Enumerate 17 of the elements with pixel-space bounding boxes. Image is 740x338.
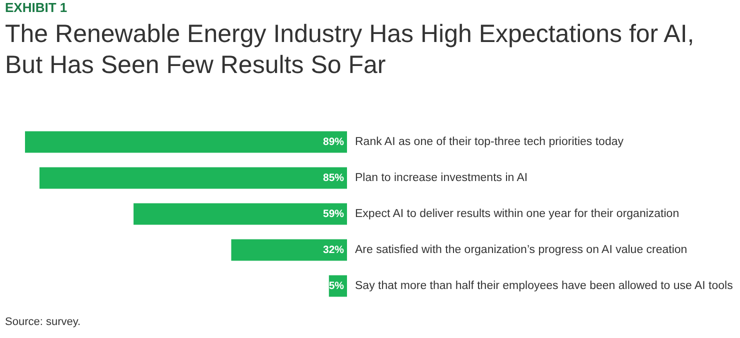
data-label: 32% — [322, 244, 345, 256]
y-tick-label: Expect AI to deliver results within one year for their organization — [355, 208, 680, 220]
source-note: Source: survey. — [5, 316, 81, 328]
y-tick-label: Plan to increase investments in AI — [355, 172, 528, 184]
bar — [25, 131, 347, 153]
data-label: 5% — [328, 280, 345, 292]
y-tick-label: Say that more than half their employees have been allowed to use AI tools — [355, 280, 734, 292]
text: EXHIBIT 1 — [5, 0, 68, 15]
data-label: 85% — [322, 172, 345, 184]
chart-title: The Renewable Energy Industry Has High Expectations for AI, But Has Seen Few Results So Far — [5, 20, 694, 79]
data-label: 59% — [322, 208, 345, 220]
data-label: 89% — [322, 136, 345, 148]
bar — [134, 203, 347, 225]
bar — [231, 239, 347, 261]
y-tick-label: Are satisfied with the organization’s progress on AI value creation — [355, 244, 688, 256]
y-tick-label: Rank AI as one of their top-three tech priorities today — [355, 136, 624, 148]
bar — [39, 167, 347, 189]
